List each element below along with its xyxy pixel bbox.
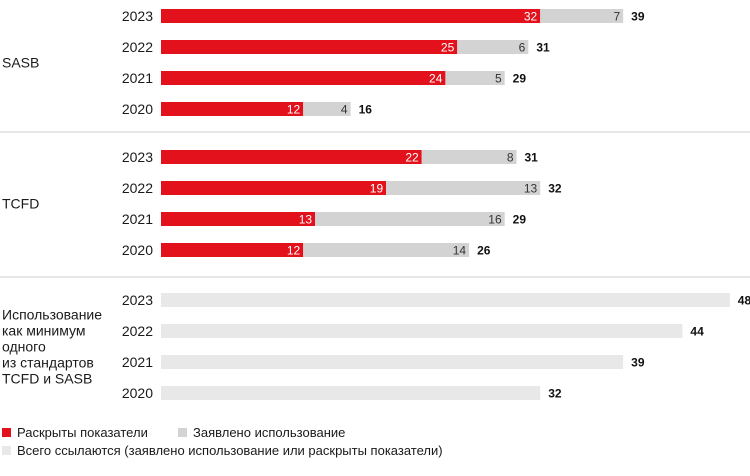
group-label-line: одного — [2, 339, 46, 355]
legend-label-disclosed: Раскрыты показатели — [17, 425, 148, 440]
year-label: 2020 — [122, 242, 153, 258]
bar-declared — [315, 212, 505, 226]
group-label-line: Использование — [2, 307, 102, 323]
declared-value-label: 14 — [453, 244, 467, 258]
total-value-label: 32 — [548, 387, 562, 401]
group-label-line: SASB — [2, 55, 39, 71]
total-value-label: 44 — [690, 325, 704, 339]
year-label: 2021 — [122, 354, 153, 370]
group-label-line: TCFD — [2, 196, 39, 212]
disclosed-value-label: 32 — [524, 10, 538, 24]
total-value-label: 29 — [513, 72, 527, 86]
year-label: 2022 — [122, 39, 153, 55]
total-value-label: 26 — [477, 244, 491, 258]
total-value-label: 31 — [525, 151, 539, 165]
group-label-line: TCFD и SASB — [2, 371, 92, 387]
bar-disclosed — [161, 243, 304, 257]
declared-value-label: 16 — [488, 213, 502, 227]
bar-declared — [303, 102, 351, 116]
year-label: 2020 — [122, 101, 153, 117]
year-label: 2023 — [122, 149, 153, 165]
bar-declared — [421, 150, 517, 164]
year-label: 2023 — [122, 292, 153, 308]
bar-declared — [457, 40, 529, 54]
bar-disclosed — [161, 150, 422, 164]
year-label: 2023 — [122, 8, 153, 24]
year-label: 2022 — [122, 323, 153, 339]
disclosed-value-label: 25 — [441, 41, 455, 55]
declared-value-label: 4 — [341, 103, 348, 117]
total-value-label: 39 — [631, 356, 645, 370]
year-label: 2021 — [122, 211, 153, 227]
bar-declared — [540, 9, 624, 23]
bar-referenced — [161, 324, 683, 338]
disclosed-value-label: 22 — [405, 151, 419, 165]
group-label-line: из стандартов — [2, 355, 94, 371]
disclosed-value-label: 19 — [370, 182, 384, 196]
total-value-label: 31 — [536, 41, 550, 55]
bar-disclosed — [161, 9, 541, 23]
legend-label-declared: Заявлено использование — [193, 425, 345, 440]
bar-declared — [445, 71, 505, 85]
bar-declared — [386, 181, 541, 195]
year-label: 2020 — [122, 385, 153, 401]
legend-swatch-declared — [178, 428, 187, 437]
legend-label-referenced: Всего ссылаются (заявлено использование … — [17, 443, 443, 458]
total-value-label: 29 — [513, 213, 527, 227]
declared-value-label: 7 — [613, 10, 620, 24]
year-label: 2021 — [122, 70, 153, 86]
group-label-line: как минимум — [2, 323, 85, 339]
total-value-label: 39 — [631, 10, 645, 24]
total-value-label: 32 — [548, 182, 562, 196]
legend-swatch-disclosed — [2, 428, 11, 437]
disclosed-value-label: 12 — [287, 103, 301, 117]
declared-value-label: 6 — [519, 41, 526, 55]
declared-value-label: 5 — [495, 72, 502, 86]
bar-disclosed — [161, 71, 446, 85]
total-value-label: 16 — [359, 103, 373, 117]
disclosed-value-label: 13 — [299, 213, 313, 227]
bar-referenced — [161, 386, 541, 400]
bar-referenced — [161, 355, 624, 369]
disclosed-value-label: 24 — [429, 72, 443, 86]
bar-disclosed — [161, 40, 458, 54]
declared-value-label: 13 — [524, 182, 538, 196]
bar-disclosed — [161, 212, 316, 226]
year-label: 2022 — [122, 180, 153, 196]
bar-declared — [303, 243, 470, 257]
legend-swatch-referenced — [2, 446, 11, 455]
bar-disclosed — [161, 102, 304, 116]
declared-value-label: 8 — [507, 151, 514, 165]
total-value-label: 48 — [738, 294, 750, 308]
disclosed-value-label: 12 — [287, 244, 301, 258]
bar-referenced — [161, 293, 730, 307]
bar-disclosed — [161, 181, 387, 195]
